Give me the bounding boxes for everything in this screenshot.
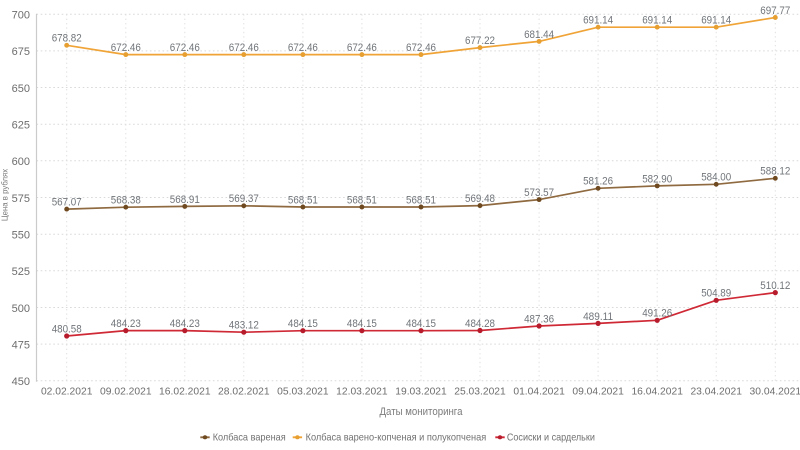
svg-text:Колбаса варено-копченая и полу: Колбаса варено-копченая и полукопченая [306, 431, 487, 443]
svg-text:672.46: 672.46 [170, 42, 200, 54]
svg-text:588.12: 588.12 [760, 166, 790, 178]
svg-text:672.46: 672.46 [229, 42, 259, 54]
svg-text:672.46: 672.46 [406, 42, 436, 54]
svg-text:484.28: 484.28 [465, 318, 495, 330]
svg-text:584.00: 584.00 [701, 172, 731, 184]
svg-text:575: 575 [12, 193, 30, 205]
svg-text:504.89: 504.89 [701, 288, 731, 300]
svg-text:691.14: 691.14 [701, 15, 731, 27]
svg-text:Даты мониторинга: Даты мониторинга [380, 406, 464, 418]
svg-text:568.51: 568.51 [406, 194, 436, 206]
svg-text:19.03.2021: 19.03.2021 [395, 386, 447, 398]
svg-text:581.26: 581.26 [583, 176, 613, 188]
svg-text:30.04.2021: 30.04.2021 [750, 386, 800, 398]
svg-text:672.46: 672.46 [347, 42, 377, 54]
svg-text:678.82: 678.82 [52, 33, 82, 45]
svg-text:582.90: 582.90 [642, 173, 672, 185]
svg-text:09.04.2021: 09.04.2021 [572, 386, 624, 398]
svg-text:12.03.2021: 12.03.2021 [336, 386, 388, 398]
svg-text:484.23: 484.23 [111, 318, 141, 330]
svg-text:16.04.2021: 16.04.2021 [631, 386, 683, 398]
svg-text:16.02.2021: 16.02.2021 [159, 386, 211, 398]
svg-text:568.51: 568.51 [347, 194, 377, 206]
svg-text:Сосиски и сардельки: Сосиски и сардельки [507, 431, 595, 443]
svg-text:480.58: 480.58 [52, 323, 82, 335]
svg-text:Цена в рублях: Цена в рублях [1, 169, 10, 221]
svg-text:01.04.2021: 01.04.2021 [513, 386, 565, 398]
svg-text:697.77: 697.77 [760, 5, 790, 17]
svg-text:568.38: 568.38 [111, 195, 141, 207]
svg-text:672.46: 672.46 [111, 42, 141, 54]
svg-text:489.11: 489.11 [583, 311, 613, 323]
svg-text:573.57: 573.57 [524, 187, 554, 199]
svg-text:568.51: 568.51 [288, 194, 318, 206]
svg-text:28.02.2021: 28.02.2021 [218, 386, 270, 398]
svg-text:483.12: 483.12 [229, 320, 259, 332]
svg-text:23.04.2021: 23.04.2021 [690, 386, 742, 398]
svg-text:672.46: 672.46 [288, 42, 318, 54]
svg-text:450: 450 [12, 376, 30, 388]
svg-text:02.02.2021: 02.02.2021 [41, 386, 93, 398]
svg-text:625: 625 [12, 120, 30, 132]
svg-text:Колбаса вареная: Колбаса вареная [213, 431, 286, 443]
svg-text:550: 550 [12, 230, 30, 242]
svg-text:567.07: 567.07 [52, 197, 82, 209]
svg-text:09.02.2021: 09.02.2021 [100, 386, 152, 398]
svg-text:510.12: 510.12 [760, 280, 790, 292]
svg-text:484.15: 484.15 [406, 318, 436, 330]
svg-text:675: 675 [12, 46, 30, 58]
svg-text:569.37: 569.37 [229, 193, 259, 205]
svg-text:700: 700 [12, 10, 30, 22]
svg-text:569.48: 569.48 [465, 193, 495, 205]
svg-text:681.44: 681.44 [524, 29, 554, 41]
svg-text:484.15: 484.15 [288, 318, 318, 330]
svg-text:677.22: 677.22 [465, 35, 495, 47]
svg-text:484.15: 484.15 [347, 318, 377, 330]
svg-text:650: 650 [12, 83, 30, 95]
svg-text:525: 525 [12, 266, 30, 278]
svg-text:484.23: 484.23 [170, 318, 200, 330]
svg-text:25.03.2021: 25.03.2021 [454, 386, 506, 398]
svg-text:691.14: 691.14 [583, 15, 613, 27]
svg-text:487.36: 487.36 [524, 313, 554, 325]
svg-text:691.14: 691.14 [642, 15, 672, 27]
svg-text:500: 500 [12, 303, 30, 315]
svg-text:475: 475 [12, 339, 30, 351]
svg-text:600: 600 [12, 156, 30, 168]
svg-text:05.03.2021: 05.03.2021 [277, 386, 329, 398]
svg-text:568.91: 568.91 [170, 194, 200, 206]
svg-text:491.26: 491.26 [642, 308, 672, 320]
